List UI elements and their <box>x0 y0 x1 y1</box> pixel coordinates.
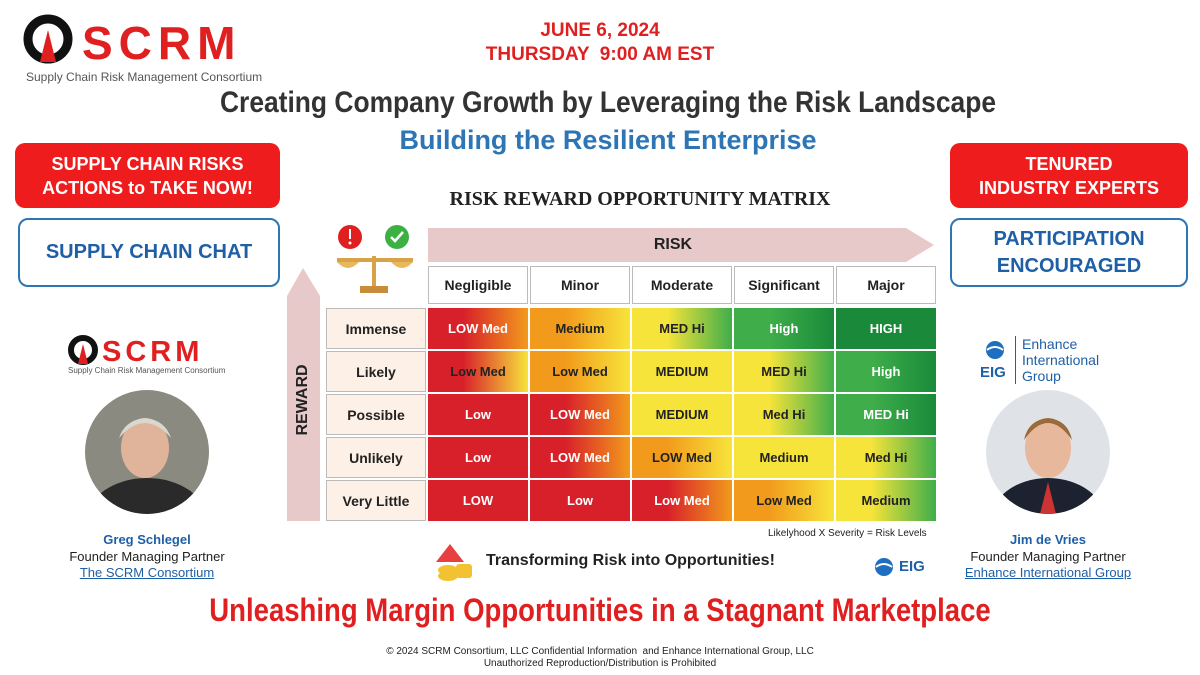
matrix-cell: Low Med <box>632 480 732 521</box>
notice: Unauthorized Reproduction/Distribution i… <box>483 658 717 669</box>
matrix-cell: Medium <box>530 308 630 349</box>
tagline: Transforming Risk into Opportunities! <box>486 552 775 569</box>
subtitle: Building the Resilient Enterprise <box>399 125 817 155</box>
speaker-photo <box>986 390 1110 514</box>
speaker-org[interactable]: Enhance International Group <box>964 565 1132 580</box>
speaker-name: Jim de Vries <box>1010 532 1086 547</box>
row-header: Very Little <box>326 480 426 521</box>
row-header: Immense <box>326 308 426 349</box>
x-axis-label: RISK <box>653 236 693 253</box>
matrix-cell: Low <box>530 480 630 521</box>
logo-name: SCRM <box>102 336 204 368</box>
reward-arrow <box>287 268 320 521</box>
eig-name-line: International <box>1022 352 1100 368</box>
scrm-logo-icon <box>23 14 73 64</box>
eig-name-line: Enhance <box>1022 336 1078 352</box>
matrix-cell: LOW Med <box>530 394 630 435</box>
date: JUNE 6, 2024 <box>540 20 660 41</box>
matrix-cell: MEDIUM <box>632 394 732 435</box>
matrix-cell: LOW Med <box>632 437 732 478</box>
eig-mark: EIG <box>899 558 925 575</box>
divider <box>1015 336 1016 384</box>
right-callout: TENURED INDUSTRY EXPERTS <box>950 143 1188 208</box>
button-text: SUPPLY CHAIN CHAT <box>45 241 253 263</box>
matrix-cell: High <box>734 308 834 349</box>
matrix-cell: Low <box>428 437 528 478</box>
column-header: Moderate <box>632 266 732 304</box>
eig-icon <box>875 558 893 576</box>
risk-arrow <box>428 228 934 262</box>
column-header: Major <box>836 266 936 304</box>
matrix-cell: MED Hi <box>632 308 732 349</box>
column-header: Negligible <box>428 266 528 304</box>
title: Creating Company Growth by Leveraging th… <box>219 86 997 119</box>
eig-mark: EIG <box>980 364 1006 381</box>
eig-name-line: Group <box>1022 368 1061 384</box>
matrix-cell: MED Hi <box>734 351 834 392</box>
matrix-cell: HIGH <box>836 308 936 349</box>
speaker-role: Founder Managing Partner <box>69 549 225 564</box>
matrix-title: RISK REWARD OPPORTUNITY MATRIX <box>449 188 831 210</box>
matrix-cell: MED Hi <box>836 394 936 435</box>
y-axis-label: REWARD <box>294 364 311 436</box>
right-button[interactable]: PARTICIPATION ENCOURAGED <box>950 218 1188 287</box>
matrix-cell: Med Hi <box>836 437 936 478</box>
matrix-cell: Low Med <box>428 351 528 392</box>
matrix-cell: Low <box>428 394 528 435</box>
matrix-note: Likelyhood X Severity = Risk Levels <box>768 528 927 539</box>
speaker-role: Founder Managing Partner <box>970 549 1126 564</box>
matrix-cell: Medium <box>734 437 834 478</box>
speaker-photo <box>85 390 209 514</box>
logo-name: SCRM <box>82 17 242 69</box>
left-callout: SUPPLY CHAIN RISKS ACTIONS to TAKE NOW! <box>15 143 280 208</box>
eig-name: Enhance International Group <box>1022 336 1099 384</box>
matrix-cell: High <box>836 351 936 392</box>
matrix-cell: Med Hi <box>734 394 834 435</box>
column-header: Minor <box>530 266 630 304</box>
matrix-cell: Medium <box>836 480 936 521</box>
callout-line: ACTIONS to TAKE NOW! <box>42 177 253 198</box>
scale-icon <box>337 225 413 293</box>
callout-line: TENURED <box>1025 153 1113 174</box>
left-button[interactable]: SUPPLY CHAIN CHAT <box>18 218 280 287</box>
button-text: PARTICIPATION <box>993 227 1145 250</box>
time: THURSDAY 9:00 AM EST <box>485 44 715 65</box>
row-header: Possible <box>326 394 426 435</box>
logo-tagline: Supply Chain Risk Management Consortium <box>26 70 263 84</box>
matrix-cell: Low Med <box>734 480 834 521</box>
speaker-org[interactable]: The SCRM Consortium <box>79 565 215 580</box>
matrix-cell: LOW <box>428 480 528 521</box>
callout-line: SUPPLY CHAIN RISKS <box>51 153 244 174</box>
copyright: © 2024 SCRM Consortium, LLC Confidential… <box>386 646 814 657</box>
matrix-cell: MEDIUM <box>632 351 732 392</box>
eig-icon <box>986 341 1004 359</box>
logo-tagline: Supply Chain Risk Management Consortium <box>68 366 226 375</box>
matrix-cell: LOW Med <box>428 308 528 349</box>
matrix-cell: Low Med <box>530 351 630 392</box>
button-text: ENCOURAGED <box>996 254 1142 277</box>
row-header: Unlikely <box>326 437 426 478</box>
footer-headline: Unleashing Margin Opportunities in a Sta… <box>209 592 991 628</box>
speaker-name: Greg Schlegel <box>103 532 191 547</box>
scrm-logo-icon <box>68 335 98 365</box>
column-header: Significant <box>734 266 834 304</box>
matrix-cell: LOW Med <box>530 437 630 478</box>
tagline-icon <box>436 544 472 581</box>
row-header: Likely <box>326 351 426 392</box>
callout-line: INDUSTRY EXPERTS <box>978 177 1160 198</box>
